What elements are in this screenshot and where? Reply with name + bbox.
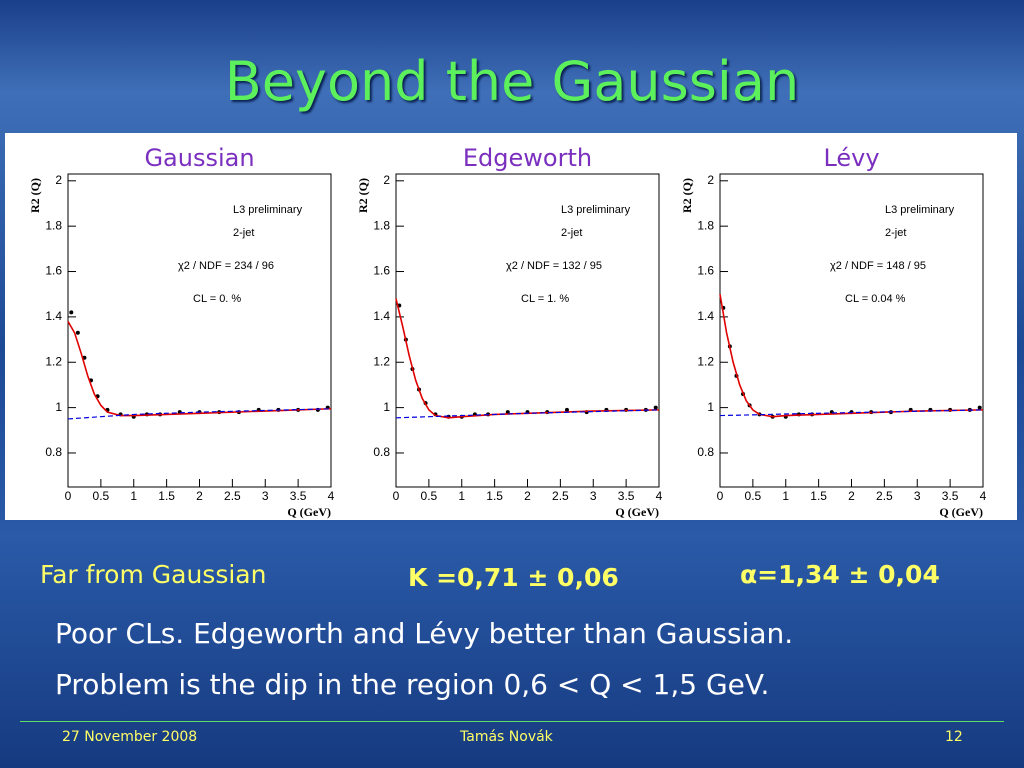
- annotation: CL = 0.04 %: [845, 293, 906, 305]
- y-tick-label: 1.6: [697, 264, 714, 278]
- x-tick-label: 2.5: [876, 489, 893, 503]
- x-tick-label: 0.5: [745, 489, 762, 503]
- data-point: [653, 405, 658, 410]
- x-tick-label: 3: [590, 489, 597, 503]
- plot-frame: [719, 173, 984, 488]
- chart-title: Lévy: [823, 144, 879, 172]
- baseline: [395, 409, 660, 419]
- x-tick-label: 2.5: [224, 489, 241, 503]
- annotation: L3 preliminary: [885, 204, 955, 216]
- note: Far from Gaussian: [40, 560, 267, 589]
- y-axis-label: R2 (Q): [356, 178, 370, 213]
- x-axis-label: Q (GeV): [939, 505, 983, 519]
- annotation: 2-jet: [561, 227, 582, 239]
- note: α=1,34 ± 0,04: [740, 560, 940, 589]
- x-tick-label: 4: [656, 489, 663, 503]
- annotation: χ2 / NDF = 234 / 96: [178, 260, 274, 272]
- x-axis-label: Q (GeV): [615, 505, 659, 519]
- x-tick-label: 2.5: [552, 489, 569, 503]
- y-tick-label: 2: [707, 173, 714, 187]
- text-line: Problem is the dip in the region 0,6 < Q…: [55, 668, 770, 701]
- plot-frame: [395, 173, 660, 488]
- annotation: 2-jet: [233, 227, 254, 239]
- fit-line: [67, 321, 332, 417]
- x-tick-label: 0.5: [421, 489, 438, 503]
- footer-date: 27 November 2008: [62, 729, 198, 745]
- chart-title: Gaussian: [144, 144, 254, 172]
- y-tick-label: 1.2: [373, 354, 390, 368]
- y-tick-label: 1.8: [373, 218, 390, 232]
- slide-title: Beyond the Gaussian: [224, 50, 800, 113]
- annotation: CL = 0. %: [193, 293, 241, 305]
- plot-frame: [67, 173, 332, 488]
- fit-line: [395, 298, 660, 419]
- x-tick-label: 3.5: [942, 489, 959, 503]
- x-tick-label: 2: [196, 489, 203, 503]
- y-tick-label: 1.2: [45, 354, 62, 368]
- x-tick-label: 1.5: [158, 489, 175, 503]
- footer-page: 12: [945, 729, 963, 745]
- x-tick-label: 3: [262, 489, 269, 503]
- y-tick-label: 1.6: [373, 264, 390, 278]
- x-tick-label: 1: [782, 489, 789, 503]
- y-axis-label: R2 (Q): [28, 178, 42, 213]
- y-tick-label: 0.8: [697, 445, 714, 459]
- y-tick-label: 2: [383, 173, 390, 187]
- x-tick-label: 3.5: [290, 489, 307, 503]
- x-tick-label: 0.5: [93, 489, 110, 503]
- annotation: L3 preliminary: [233, 204, 303, 216]
- data-point: [977, 405, 982, 410]
- x-tick-label: 4: [328, 489, 335, 503]
- baseline: [719, 409, 984, 417]
- x-tick-label: 0: [65, 489, 72, 503]
- y-axis-label: R2 (Q): [680, 178, 694, 213]
- x-tick-label: 3.5: [618, 489, 635, 503]
- fit-line: [719, 294, 984, 418]
- footer-rule: [20, 721, 1004, 722]
- annotation: χ2 / NDF = 132 / 95: [506, 260, 602, 272]
- data-point: [75, 330, 80, 335]
- x-tick-label: 1: [458, 489, 465, 503]
- x-tick-label: 0: [717, 489, 724, 503]
- x-tick-label: 3: [914, 489, 921, 503]
- y-tick-label: 1.2: [697, 354, 714, 368]
- x-axis-label: Q (GeV): [287, 505, 331, 519]
- y-tick-label: 1.8: [697, 218, 714, 232]
- x-tick-label: 1: [130, 489, 137, 503]
- data-point: [69, 310, 74, 315]
- data-point: [564, 407, 569, 412]
- x-tick-label: 4: [980, 489, 987, 503]
- footer-author: Tamás Novák: [460, 729, 553, 745]
- annotation: 2-jet: [885, 227, 906, 239]
- y-tick-label: 1: [55, 400, 62, 414]
- baseline: [67, 408, 332, 420]
- annotation: χ2 / NDF = 148 / 95: [830, 260, 926, 272]
- note: K =0,71 ± 0,06: [408, 563, 619, 592]
- text-line: Poor CLs. Edgeworth and Lévy better than…: [55, 617, 794, 650]
- annotation: L3 preliminary: [561, 204, 631, 216]
- y-tick-label: 2: [55, 173, 62, 187]
- y-tick-label: 1.4: [697, 309, 714, 323]
- x-tick-label: 1.5: [810, 489, 827, 503]
- x-tick-label: 2: [848, 489, 855, 503]
- x-tick-label: 0: [393, 489, 400, 503]
- y-tick-label: 0.8: [45, 445, 62, 459]
- y-tick-label: 1.4: [45, 309, 62, 323]
- y-tick-label: 1: [383, 400, 390, 414]
- annotation: CL = 1. %: [521, 293, 569, 305]
- y-tick-label: 1.6: [45, 264, 62, 278]
- figure-panel: [5, 133, 1017, 520]
- y-tick-label: 1: [707, 400, 714, 414]
- y-tick-label: 0.8: [373, 445, 390, 459]
- chart-title: Edgeworth: [463, 144, 592, 172]
- x-tick-label: 1.5: [486, 489, 503, 503]
- y-tick-label: 1.8: [45, 218, 62, 232]
- x-tick-label: 2: [524, 489, 531, 503]
- y-tick-label: 1.4: [373, 309, 390, 323]
